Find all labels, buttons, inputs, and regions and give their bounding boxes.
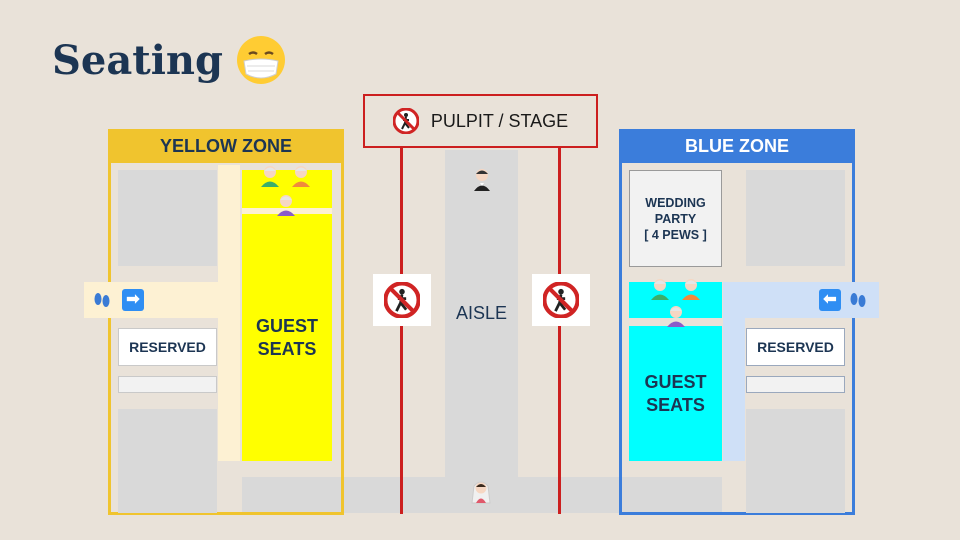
arrow-left-icon: ⬅ (819, 289, 841, 311)
bride-icon (471, 481, 491, 504)
yellow-guest-seats: GUEST SEATS (242, 214, 332, 461)
wedding-party-box: WEDDING PARTY [ 4 PEWS ] (629, 170, 722, 267)
yellow-pew-block-bottom (118, 409, 217, 513)
guest-seats-line2: SEATS (257, 338, 317, 359)
wedding-party-line3: [ 4 PEWS ] (644, 227, 707, 242)
no-entry-sign-right (532, 274, 590, 326)
stage-line-left (400, 146, 403, 514)
stage-line-right (558, 146, 561, 514)
footprints-icon (94, 293, 110, 307)
yellow-pew-block-top (118, 170, 217, 266)
elderly-person-icon (651, 279, 669, 300)
reserved-label: RESERVED (129, 339, 206, 355)
blue-reserved-box: RESERVED (746, 328, 845, 366)
wedding-party-line1: WEDDING (645, 195, 706, 210)
elderly-person-icon (277, 195, 295, 216)
center-aisle (445, 150, 518, 480)
reserved-label: RESERVED (757, 339, 834, 355)
pulpit-stage: PULPIT / STAGE (363, 94, 598, 148)
yellow-zone-label: YELLOW ZONE (160, 135, 292, 156)
yellow-entry-aisle (84, 282, 240, 318)
blue-reserved-slot (746, 376, 845, 393)
wedding-party-line2: PARTY (654, 211, 697, 226)
no-pedestrians-icon (384, 282, 420, 318)
title-text: Seating (52, 36, 223, 84)
slide-title: Seating (52, 34, 287, 86)
blue-zone-header: BLUE ZONE (619, 129, 855, 163)
blue-zone-label: BLUE ZONE (684, 135, 789, 156)
groom-icon (474, 169, 490, 191)
blue-side-aisle (723, 282, 745, 461)
blue-pew-block-bottom (746, 409, 845, 513)
elderly-person-icon (261, 166, 279, 187)
face-with-medical-mask-icon (236, 36, 285, 84)
no-pedestrians-icon (543, 282, 579, 318)
elderly-person-icon (682, 279, 700, 300)
guest-seats-line1: GUEST (644, 371, 707, 392)
arrow-right-icon: ➡ (122, 289, 144, 311)
blue-pew-block-top (746, 170, 845, 266)
guest-seats-line2: SEATS (646, 394, 705, 415)
yellow-reserved-slot (118, 376, 217, 393)
blue-guest-seats: GUEST SEATS (629, 326, 722, 461)
aisle-label: AISLE (455, 303, 508, 323)
footprints-icon (850, 293, 866, 307)
yellow-reserved-box: RESERVED (118, 328, 217, 366)
guest-seats-line1: GUEST (255, 315, 318, 336)
yellow-zone-header: YELLOW ZONE (108, 129, 344, 163)
no-pedestrians-icon (392, 108, 419, 134)
no-entry-sign-left (373, 274, 431, 326)
stage-label: PULPIT / STAGE (430, 110, 569, 131)
elderly-person-icon (292, 166, 310, 187)
elderly-person-icon (667, 306, 685, 327)
